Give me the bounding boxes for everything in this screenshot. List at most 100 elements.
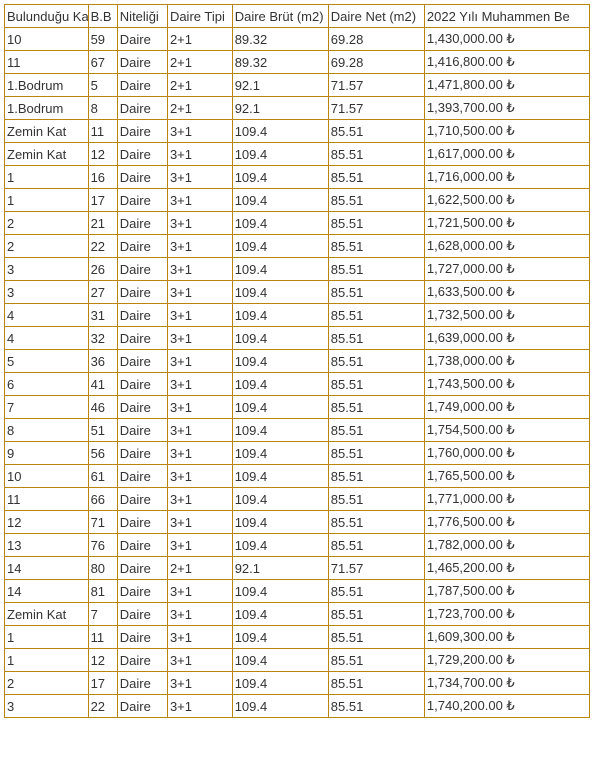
- table-cell: 85.51: [328, 695, 424, 718]
- table-cell: Zemin Kat: [5, 143, 89, 166]
- table-cell: 1,727,000.00 ₺: [424, 258, 589, 281]
- table-cell: 85.51: [328, 281, 424, 304]
- table-cell: 3+1: [167, 511, 232, 534]
- table-cell: 2: [5, 212, 89, 235]
- table-cell: 1,465,200.00 ₺: [424, 557, 589, 580]
- table-cell: 1,732,500.00 ₺: [424, 304, 589, 327]
- table-cell: 1,740,200.00 ₺: [424, 695, 589, 718]
- table-cell: 1,721,500.00 ₺: [424, 212, 589, 235]
- table-cell: 12: [88, 143, 117, 166]
- table-cell: 85.51: [328, 373, 424, 396]
- table-cell: 109.4: [232, 419, 328, 442]
- table-cell: Daire: [117, 212, 167, 235]
- table-row: 1061Daire3+1109.485.511,765,500.00 ₺: [5, 465, 590, 488]
- table-cell: 92.1: [232, 97, 328, 120]
- table-cell: 89.32: [232, 51, 328, 74]
- table-cell: 109.4: [232, 304, 328, 327]
- table-cell: 3+1: [167, 626, 232, 649]
- table-cell: Daire: [117, 580, 167, 603]
- table-cell: Daire: [117, 649, 167, 672]
- table-cell: 85.51: [328, 350, 424, 373]
- table-cell: Daire: [117, 442, 167, 465]
- table-cell: 5: [5, 350, 89, 373]
- table-cell: 109.4: [232, 672, 328, 695]
- table-row: 221Daire3+1109.485.511,721,500.00 ₺: [5, 212, 590, 235]
- table-cell: 14: [5, 580, 89, 603]
- table-cell: 17: [88, 672, 117, 695]
- table-cell: 109.4: [232, 166, 328, 189]
- table-cell: 1,430,000.00 ₺: [424, 28, 589, 51]
- table-cell: 85.51: [328, 304, 424, 327]
- table-cell: 109.4: [232, 120, 328, 143]
- table-cell: 1.Bodrum: [5, 97, 89, 120]
- table-cell: 3+1: [167, 258, 232, 281]
- table-cell: 1,782,000.00 ₺: [424, 534, 589, 557]
- col-header-floor: Bulunduğu Kat: [5, 5, 89, 28]
- table-cell: 109.4: [232, 212, 328, 235]
- table-cell: 85.51: [328, 511, 424, 534]
- table-cell: 3+1: [167, 120, 232, 143]
- table-cell: 3+1: [167, 465, 232, 488]
- table-row: Zemin Kat7Daire3+1109.485.511,723,700.00…: [5, 603, 590, 626]
- table-cell: 11: [88, 626, 117, 649]
- table-cell: Daire: [117, 626, 167, 649]
- table-row: 116Daire3+1109.485.511,716,000.00 ₺: [5, 166, 590, 189]
- table-cell: 109.4: [232, 465, 328, 488]
- table-cell: 69.28: [328, 28, 424, 51]
- table-cell: 109.4: [232, 373, 328, 396]
- table-cell: Daire: [117, 235, 167, 258]
- table-cell: 85.51: [328, 603, 424, 626]
- table-cell: 3+1: [167, 442, 232, 465]
- table-row: 326Daire3+1109.485.511,727,000.00 ₺: [5, 258, 590, 281]
- table-cell: 13: [5, 534, 89, 557]
- table-cell: 1,633,500.00 ₺: [424, 281, 589, 304]
- table-cell: 92.1: [232, 557, 328, 580]
- table-cell: Daire: [117, 419, 167, 442]
- table-cell: Daire: [117, 534, 167, 557]
- table-row: 956Daire3+1109.485.511,760,000.00 ₺: [5, 442, 590, 465]
- table-cell: 76: [88, 534, 117, 557]
- table-cell: 56: [88, 442, 117, 465]
- table-cell: 66: [88, 488, 117, 511]
- table-row: 111Daire3+1109.485.511,609,300.00 ₺: [5, 626, 590, 649]
- table-cell: 3+1: [167, 603, 232, 626]
- table-cell: 109.4: [232, 580, 328, 603]
- table-cell: 85.51: [328, 258, 424, 281]
- table-row: 112Daire3+1109.485.511,729,200.00 ₺: [5, 649, 590, 672]
- table-cell: 3: [5, 258, 89, 281]
- table-cell: 3+1: [167, 143, 232, 166]
- table-cell: 3+1: [167, 373, 232, 396]
- table-cell: 61: [88, 465, 117, 488]
- table-cell: 59: [88, 28, 117, 51]
- table-cell: 1,710,500.00 ₺: [424, 120, 589, 143]
- table-cell: 8: [88, 97, 117, 120]
- col-header-net: Daire Net (m2): [328, 5, 424, 28]
- table-cell: 1,749,000.00 ₺: [424, 396, 589, 419]
- table-row: 217Daire3+1109.485.511,734,700.00 ₺: [5, 672, 590, 695]
- table-cell: 3+1: [167, 304, 232, 327]
- table-cell: 109.4: [232, 511, 328, 534]
- table-cell: 2+1: [167, 557, 232, 580]
- table-cell: 4: [5, 304, 89, 327]
- table-cell: 109.4: [232, 649, 328, 672]
- table-cell: Daire: [117, 672, 167, 695]
- table-cell: 85.51: [328, 442, 424, 465]
- table-cell: 1,471,800.00 ₺: [424, 74, 589, 97]
- table-cell: 109.4: [232, 396, 328, 419]
- table-row: 1481Daire3+1109.485.511,787,500.00 ₺: [5, 580, 590, 603]
- table-cell: 2+1: [167, 28, 232, 51]
- table-cell: 3: [5, 695, 89, 718]
- table-row: 431Daire3+1109.485.511,732,500.00 ₺: [5, 304, 590, 327]
- table-cell: 85.51: [328, 120, 424, 143]
- table-cell: 10: [5, 28, 89, 51]
- table-row: 641Daire3+1109.485.511,743,500.00 ₺: [5, 373, 590, 396]
- table-row: 1.Bodrum5Daire2+192.171.571,471,800.00 ₺: [5, 74, 590, 97]
- table-cell: 3+1: [167, 488, 232, 511]
- table-cell: 109.4: [232, 534, 328, 557]
- table-cell: 109.4: [232, 189, 328, 212]
- table-cell: 1,765,500.00 ₺: [424, 465, 589, 488]
- table-cell: 1,754,500.00 ₺: [424, 419, 589, 442]
- table-cell: Daire: [117, 28, 167, 51]
- table-cell: 2: [5, 672, 89, 695]
- table-cell: 3+1: [167, 189, 232, 212]
